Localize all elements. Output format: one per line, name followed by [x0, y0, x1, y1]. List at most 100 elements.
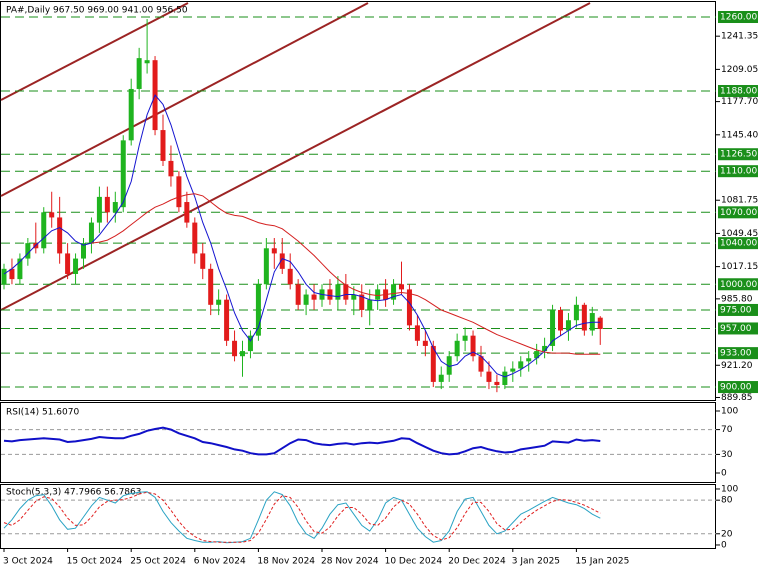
candle-body [327, 289, 333, 300]
candle-body [422, 340, 428, 346]
x-tick-label: 20 Dec 2024 [448, 557, 506, 567]
candle-body [534, 351, 540, 359]
candle-body [486, 371, 492, 382]
level-box [718, 148, 758, 161]
y-tick-label: 100 [721, 406, 738, 416]
level-label: 1260.00 [720, 13, 757, 23]
candle-body [224, 299, 230, 341]
channel [0, 2, 591, 311]
candle-body [104, 196, 110, 213]
candle-body [414, 325, 420, 341]
candle-body [25, 243, 31, 259]
candle-body [399, 284, 404, 290]
channel-line [0, 2, 189, 101]
level-box [718, 85, 758, 98]
candle-body [359, 294, 365, 310]
rsi-title: RSI(14) 51.6070 [6, 408, 79, 418]
level-box [718, 11, 758, 24]
level-label: 1000.00 [720, 280, 757, 290]
candle-body [518, 361, 524, 369]
candle-body [454, 340, 460, 357]
x-tick-label: 15 Oct 2024 [67, 557, 123, 567]
y-tick-label: 1209.05 [721, 65, 758, 75]
x-tick-label: 25 Oct 2024 [130, 557, 186, 567]
candle-body [200, 253, 206, 269]
candle-body [470, 335, 476, 357]
y-tick-label: 0 [721, 469, 727, 479]
rsi-panel [0, 402, 716, 483]
candle-body [367, 299, 373, 310]
candle-body [271, 248, 277, 254]
x-tick-label: 15 Jan 2025 [575, 557, 629, 567]
y-tick-label: 70 [721, 425, 733, 435]
candle-body [240, 351, 245, 357]
candle-body [112, 202, 118, 213]
y-tick-label: 100 [721, 484, 738, 494]
channel-line [0, 2, 591, 311]
candle-body [279, 253, 285, 269]
stoch-title: Stoch(5,3,3) 47.7966 56.7863 [6, 488, 141, 498]
x-tick-label: 6 Nov 2024 [194, 557, 246, 567]
y-tick-label: 1241.35 [721, 32, 758, 42]
y-tick-label: 889.85 [721, 393, 753, 403]
candle-body [446, 356, 452, 375]
candle-body [168, 160, 174, 177]
indicator-line [3, 491, 601, 544]
candle-body [581, 304, 587, 331]
y-tick-label: 1017.15 [721, 262, 758, 272]
candle-body [558, 309, 563, 331]
candle-body [287, 268, 293, 285]
candle-body [1, 268, 7, 285]
level-box [718, 381, 758, 394]
candle-body [406, 289, 412, 326]
y-tick-label: 985.80 [721, 294, 753, 304]
candle-body [73, 258, 79, 274]
level-box [718, 237, 758, 250]
candle-body [311, 294, 317, 300]
candle-body [192, 222, 198, 254]
candle-body [232, 340, 238, 357]
candle-body [526, 358, 532, 362]
level-box [718, 165, 758, 178]
candle-body [17, 258, 23, 280]
candle-body [391, 284, 397, 300]
level-label: 933.00 [720, 349, 752, 359]
y-tick-label: 80 [721, 496, 733, 506]
level-label: 1126.50 [720, 150, 757, 160]
candle-body [295, 284, 301, 305]
main-panel [0, 1, 716, 401]
candle-body [81, 243, 86, 259]
candle-body [589, 313, 595, 331]
candle-body [510, 368, 516, 372]
candle-body [573, 304, 579, 321]
level-box [718, 278, 758, 291]
candle-body [160, 130, 166, 161]
candle-body [88, 222, 94, 244]
level-label: 1040.00 [720, 239, 757, 249]
candle-body [136, 58, 142, 89]
candle-body [303, 294, 309, 305]
level-label: 900.00 [720, 383, 752, 393]
level-label: 957.00 [720, 324, 752, 334]
candle-body [208, 268, 214, 305]
candle-body [375, 289, 381, 300]
y-tick-label: 1081.75 [721, 196, 758, 206]
x-tick-label: 3 Oct 2024 [3, 557, 53, 567]
x-tick-label: 28 Nov 2024 [321, 557, 379, 567]
y-tick-label: 30 [721, 450, 733, 460]
candle-body [184, 202, 190, 223]
candle-body [49, 212, 55, 218]
level-label: 1188.00 [720, 87, 757, 97]
level-box [718, 322, 758, 335]
moving-average [91, 193, 601, 355]
candle-body [430, 345, 436, 382]
level-label: 1110.00 [720, 167, 757, 177]
candle-body [65, 253, 71, 274]
candle-body [462, 335, 468, 341]
y-tick-label: 1177.70 [721, 97, 758, 107]
candle-body [438, 374, 444, 382]
moving-average [3, 94, 601, 378]
level-box [718, 347, 758, 360]
candle-body [120, 140, 126, 208]
